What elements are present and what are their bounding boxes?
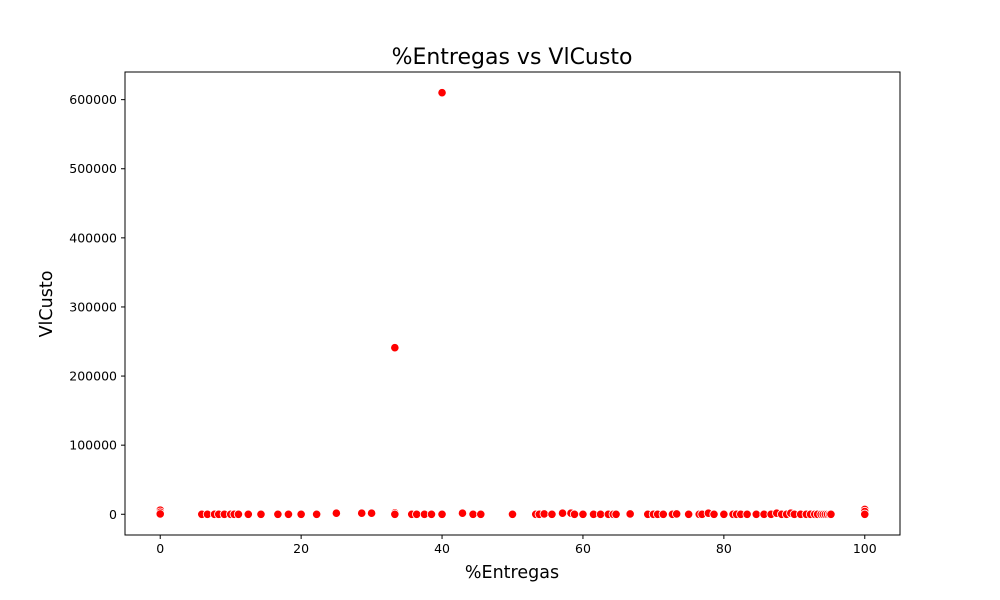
data-point — [709, 509, 719, 519]
x-tick-label: 0 — [156, 541, 164, 556]
data-points — [155, 88, 870, 519]
x-tick-label: 60 — [575, 541, 591, 556]
y-tick-label: 300000 — [69, 299, 117, 314]
x-tick-label: 80 — [716, 541, 732, 556]
y-tick-label: 600000 — [69, 92, 117, 107]
data-point — [273, 509, 283, 519]
data-point — [860, 509, 870, 519]
data-point — [557, 508, 568, 518]
data-point — [611, 509, 621, 519]
data-point — [283, 509, 294, 519]
y-axis-title: VlCusto — [37, 271, 57, 338]
data-point — [684, 509, 694, 519]
data-point — [719, 509, 729, 519]
x-axis-title: %Entregas — [465, 563, 559, 583]
data-point — [366, 508, 377, 518]
data-point — [233, 509, 244, 519]
plot-area-frame — [124, 71, 901, 536]
data-point — [437, 88, 447, 98]
data-point — [595, 509, 606, 519]
data-point — [412, 509, 422, 519]
x-axis-ticks: 0 20 40 60 80 100 — [156, 535, 877, 556]
data-point — [243, 509, 253, 519]
data-point — [390, 343, 400, 353]
data-point — [357, 508, 367, 518]
data-point — [672, 509, 682, 519]
y-tick-label: 100000 — [69, 438, 117, 453]
data-point — [312, 509, 322, 519]
y-axis-ticks: 0 100000 200000 300000 400000 500000 600000 — [69, 92, 125, 522]
data-point — [658, 509, 668, 519]
data-point — [437, 509, 447, 519]
data-point — [547, 509, 557, 519]
data-point — [625, 509, 635, 519]
x-tick-label: 20 — [293, 541, 309, 556]
x-tick-label: 100 — [853, 541, 877, 556]
y-tick-label: 500000 — [69, 161, 117, 176]
data-point — [390, 509, 400, 519]
data-point — [742, 509, 752, 519]
data-point — [296, 509, 306, 519]
data-point — [578, 509, 588, 519]
data-point — [539, 509, 549, 519]
y-tick-label: 200000 — [69, 369, 117, 384]
data-point — [569, 509, 580, 519]
chart-title: %Entregas vs VlCusto — [392, 45, 633, 70]
data-point — [155, 509, 165, 519]
data-point — [457, 508, 468, 518]
data-point — [507, 509, 518, 519]
y-tick-label: 0 — [109, 507, 117, 522]
data-point — [256, 509, 266, 519]
x-tick-label: 40 — [434, 541, 450, 556]
y-tick-label: 400000 — [69, 230, 117, 245]
data-point — [426, 509, 437, 519]
data-point — [826, 509, 836, 519]
data-point — [751, 509, 761, 519]
data-point — [476, 509, 486, 519]
data-point — [331, 508, 341, 518]
data-point — [468, 509, 478, 519]
